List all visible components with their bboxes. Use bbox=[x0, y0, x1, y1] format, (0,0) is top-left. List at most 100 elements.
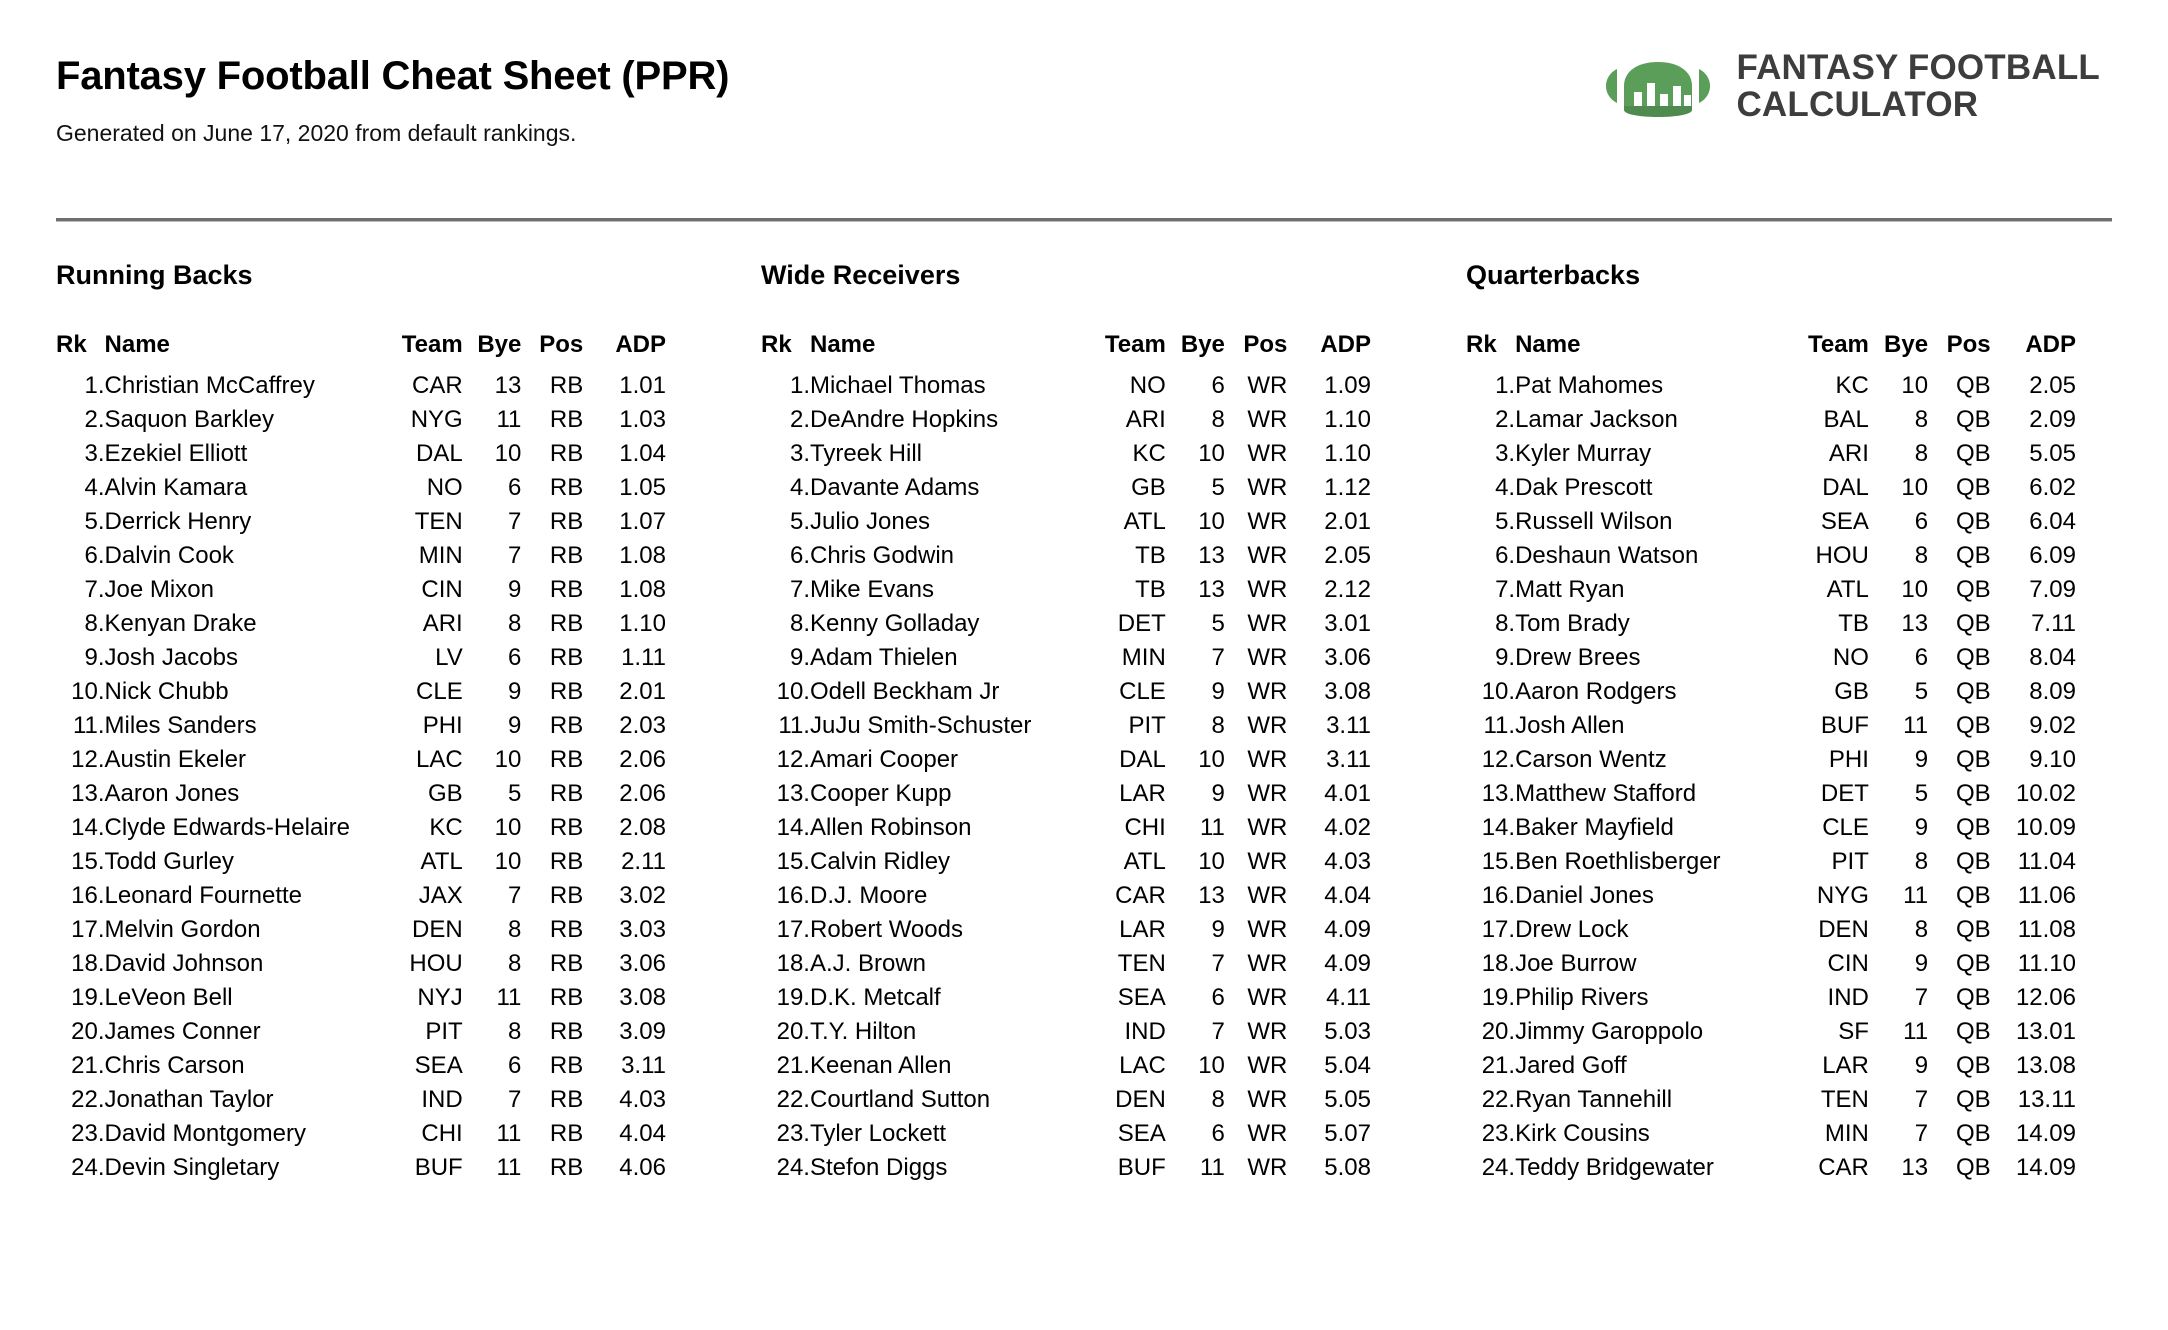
cell-team: SEA bbox=[414, 1052, 463, 1079]
cell-player-name: A.J. Brown bbox=[809, 950, 927, 977]
cell-player-name: Cooper Kupp bbox=[809, 780, 952, 807]
cell-rank: 22. bbox=[1481, 1086, 1516, 1113]
cell-adp: 7.11 bbox=[2031, 610, 2076, 637]
table-row: 9. Drew Brees NO 6 QB 8.04 bbox=[1466, 641, 2076, 675]
table-row: 3. Tyreek Hill KC 10 WR 1.10 bbox=[761, 437, 1371, 471]
cell-team: KC bbox=[1835, 372, 1869, 399]
cell-bye: 7 bbox=[508, 508, 522, 535]
table-row: 8. Kenny Golladay DET 5 WR 3.01 bbox=[761, 607, 1371, 641]
cell-player-name: Courtland Sutton bbox=[809, 1086, 991, 1113]
cell-adp: 3.08 bbox=[1324, 678, 1371, 705]
cell-rank: 14. bbox=[71, 814, 105, 841]
cell-team: NO bbox=[1129, 372, 1166, 399]
table-body-wide-receivers: 1. Michael Thomas NO 6 WR 1.09 2. DeAndre Hopki… bbox=[761, 369, 1371, 1185]
cell-team: IND bbox=[1827, 984, 1869, 1011]
table-header-row: Rk Name Team Bye Pos ADP bbox=[56, 333, 666, 369]
cell-rank: 12. bbox=[776, 746, 810, 773]
cell-position: WR bbox=[1247, 746, 1288, 773]
cell-team: ARI bbox=[422, 610, 463, 637]
cell-position: WR bbox=[1247, 508, 1288, 535]
table-row: 7. Mike Evans TB 13 WR 2.12 bbox=[761, 573, 1371, 607]
cell-bye: 10 bbox=[1198, 440, 1225, 467]
cell-bye: 6 bbox=[1211, 372, 1225, 399]
table-row: 19. LeVeon Bell NYJ 11 RB 3.08 bbox=[56, 981, 666, 1015]
cell-rank: 23. bbox=[776, 1120, 810, 1147]
cell-position: WR bbox=[1247, 406, 1288, 433]
cell-adp: 9.10 bbox=[2029, 746, 2076, 773]
cell-player-name: JuJu Smith-Schuster bbox=[809, 712, 1032, 739]
cell-team: CHI bbox=[421, 1120, 463, 1147]
cell-position: QB bbox=[1955, 644, 1991, 671]
table-body-running-backs: 1. Christian McCaffrey CAR 13 RB 1.01 2. Saquon… bbox=[56, 369, 666, 1185]
cell-rank: 8. bbox=[1495, 610, 1516, 637]
cell-position: WR bbox=[1247, 576, 1288, 603]
cell-bye: 10 bbox=[494, 746, 522, 773]
table-row: 17. Robert Woods LAR 9 WR 4.09 bbox=[761, 913, 1371, 947]
cell-adp: 13.11 bbox=[2017, 1086, 2076, 1113]
cell-rank: 2. bbox=[84, 406, 105, 433]
cell-player-name: Joe Burrow bbox=[1515, 950, 1637, 977]
table-row: 9. Josh Jacobs LV 6 RB 1.11 bbox=[56, 641, 666, 675]
cell-rank: 3. bbox=[1495, 440, 1516, 467]
cell-team: CIN bbox=[421, 576, 463, 603]
table-row: 1. Pat Mahomes KC 10 QB 2.05 bbox=[1466, 369, 2076, 403]
header-rk: Rk bbox=[1466, 331, 1497, 358]
cell-player-name: D.J. Moore bbox=[809, 882, 928, 909]
table-row: 11. JuJu Smith-Schuster PIT 8 WR 3.11 bbox=[761, 709, 1371, 743]
table-row: 16. Daniel Jones NYG 11 QB 11.06 bbox=[1466, 879, 2076, 913]
table-row: 19. D.K. Metcalf SEA 6 WR 4.11 bbox=[761, 981, 1371, 1015]
cell-bye: 9 bbox=[1914, 814, 1929, 841]
table-row: 6. Deshaun Watson HOU 8 QB 6.09 bbox=[1466, 539, 2076, 573]
header-rk: Rk bbox=[761, 331, 792, 358]
cell-rank: 7. bbox=[1495, 576, 1516, 603]
table-row: 7. Matt Ryan ATL 10 QB 7.09 bbox=[1466, 573, 2076, 607]
cell-adp: 3.06 bbox=[619, 950, 666, 977]
table-row: 2. DeAndre Hopkins ARI 8 WR 1.10 bbox=[761, 403, 1371, 437]
cell-bye: 7 bbox=[1914, 1120, 1929, 1147]
cell-rank: 12. bbox=[71, 746, 105, 773]
cell-team: TB bbox=[1135, 576, 1166, 603]
cell-adp: 4.04 bbox=[619, 1120, 666, 1147]
rankings-table-quarterbacks: Rk Name Team Bye Pos ADP 1. Pat Mahomes KC… bbox=[1466, 333, 2076, 1185]
table-row: 9. Adam Thielen MIN 7 WR 3.06 bbox=[761, 641, 1371, 675]
cell-rank: 6. bbox=[1495, 542, 1516, 569]
cell-rank: 11. bbox=[72, 712, 105, 739]
cell-adp: 3.02 bbox=[619, 882, 666, 909]
cell-adp: 11.06 bbox=[2017, 882, 2076, 909]
cell-bye: 5 bbox=[1914, 780, 1929, 807]
cell-player-name: Baker Mayfield bbox=[1515, 814, 1674, 841]
cell-team: MIN bbox=[1121, 644, 1166, 671]
cell-team: MIN bbox=[418, 542, 463, 569]
cell-position: QB bbox=[1955, 916, 1991, 943]
cell-rank: 18. bbox=[71, 950, 105, 977]
cell-player-name: Aaron Rodgers bbox=[1515, 678, 1677, 705]
cell-position: WR bbox=[1247, 780, 1288, 807]
cell-position: RB bbox=[549, 746, 584, 773]
cell-rank: 18. bbox=[776, 950, 810, 977]
cell-position: WR bbox=[1247, 712, 1288, 739]
cell-adp: 2.06 bbox=[619, 746, 666, 773]
cell-adp: 5.04 bbox=[1324, 1052, 1371, 1079]
cell-bye: 13 bbox=[1198, 576, 1225, 603]
cell-player-name: Philip Rivers bbox=[1515, 984, 1649, 1011]
cell-adp: 4.03 bbox=[1324, 848, 1371, 875]
cell-player-name: Kirk Cousins bbox=[1515, 1120, 1650, 1147]
cell-bye: 6 bbox=[1211, 984, 1225, 1011]
cell-rank: 20. bbox=[71, 1018, 105, 1045]
cell-team: CAR bbox=[412, 372, 463, 399]
cell-team: LAC bbox=[1119, 1052, 1166, 1079]
cell-player-name: Devin Singletary bbox=[104, 1154, 280, 1181]
cell-rank: 10. bbox=[1481, 678, 1516, 705]
column-running-backs: Running Backs Rk Name Team Bye Pos ADP 1… bbox=[56, 262, 761, 1185]
cell-adp: 2.08 bbox=[619, 814, 666, 841]
cell-adp: 11.04 bbox=[2017, 848, 2076, 875]
table-row: 24. Devin Singletary BUF 11 RB 4.06 bbox=[56, 1151, 666, 1185]
cell-position: RB bbox=[549, 1120, 584, 1147]
cell-bye: 9 bbox=[508, 576, 522, 603]
cell-player-name: LeVeon Bell bbox=[104, 984, 233, 1011]
cell-player-name: Pat Mahomes bbox=[1515, 372, 1664, 399]
cell-rank: 20. bbox=[776, 1018, 810, 1045]
header-team: Team bbox=[1104, 331, 1166, 358]
cell-bye: 9 bbox=[1211, 916, 1225, 943]
cell-player-name: Adam Thielen bbox=[809, 644, 958, 671]
